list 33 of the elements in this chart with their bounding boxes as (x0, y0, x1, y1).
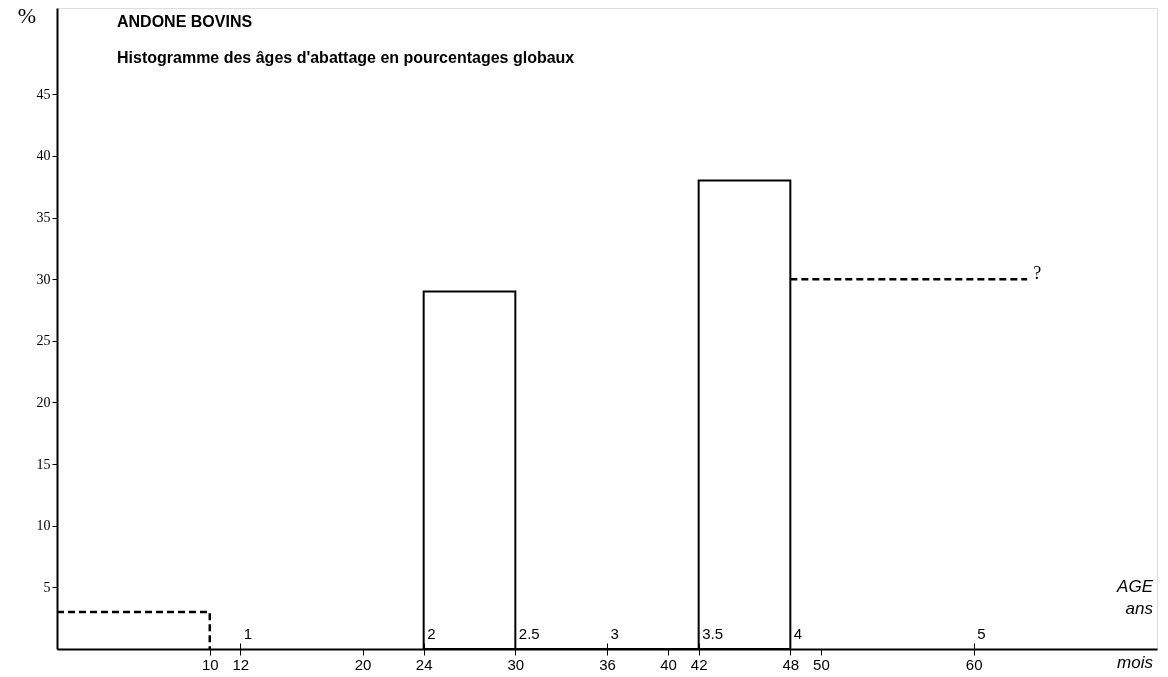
x-axis-title: mois (1117, 653, 1154, 672)
x2-tick-label: 2 (427, 624, 436, 642)
x-tick-label: 42 (690, 655, 708, 673)
x2-tick-label: 2.5 (518, 624, 540, 642)
x2-tick-label: 3.5 (702, 624, 724, 642)
x-tick-label: 48 (782, 655, 800, 673)
y-tick-label: 25 (36, 333, 51, 349)
y-tick-label: 35 (36, 210, 51, 226)
x2-tick-label: 5 (977, 624, 986, 642)
x-tick-label: 24 (415, 655, 433, 673)
x-tick-label: 20 (354, 655, 372, 673)
x2-axis-title: AGE ans (1116, 577, 1154, 618)
annotation: ? (1033, 263, 1042, 284)
x-tick-label: 12 (232, 655, 250, 673)
x2-tick-label: 3 (610, 624, 619, 642)
y-tick-label: 45 (36, 86, 51, 102)
y-tick-label: 20 (36, 394, 51, 410)
y-tick-label: 30 (36, 271, 51, 287)
text: Histogramme des âges d'abattage en pourcentages globaux (117, 49, 575, 66)
x2-tick-label: 4 (793, 624, 803, 642)
chart-title: ANDONE BOVINS (117, 13, 253, 30)
y-tick-label: 10 (36, 518, 51, 534)
x-tick-label: 10 (201, 655, 219, 673)
x2-tick-label: 1 (243, 624, 253, 642)
y-tick-label: 15 (36, 456, 51, 472)
y-tick-label: 40 (36, 148, 51, 164)
x-tick-label: 40 (660, 655, 677, 673)
y-axis-title: % (17, 3, 37, 28)
x-tick-label: 30 (507, 655, 525, 673)
x-tick-label: 50 (813, 655, 830, 673)
x-tick-label: 60 (965, 655, 983, 673)
x-tick-label: 36 (599, 655, 616, 673)
y-tick-label: 5 (43, 579, 51, 595)
